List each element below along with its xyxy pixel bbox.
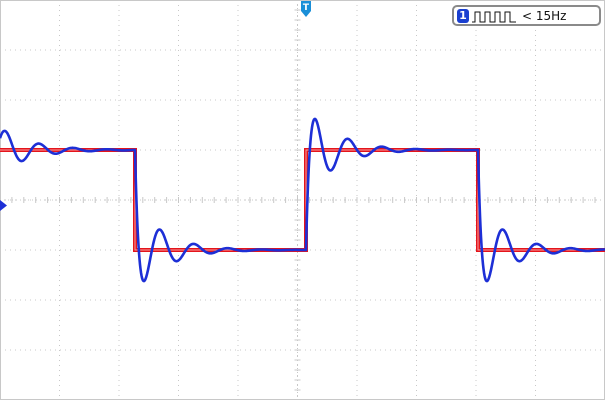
waveform-area [0, 117, 605, 283]
frequency-readout[interactable]: 1 < 15Hz [452, 5, 601, 26]
trigger-marker-icon[interactable]: T [300, 0, 312, 18]
square-pulse-icon [472, 9, 518, 23]
channel-badge: 1 [457, 9, 469, 23]
frequency-value: < 15Hz [522, 9, 567, 23]
ground-level-marker-icon[interactable] [0, 196, 8, 211]
trigger-label: T [303, 3, 310, 13]
output-ringing-trace [0, 117, 605, 283]
